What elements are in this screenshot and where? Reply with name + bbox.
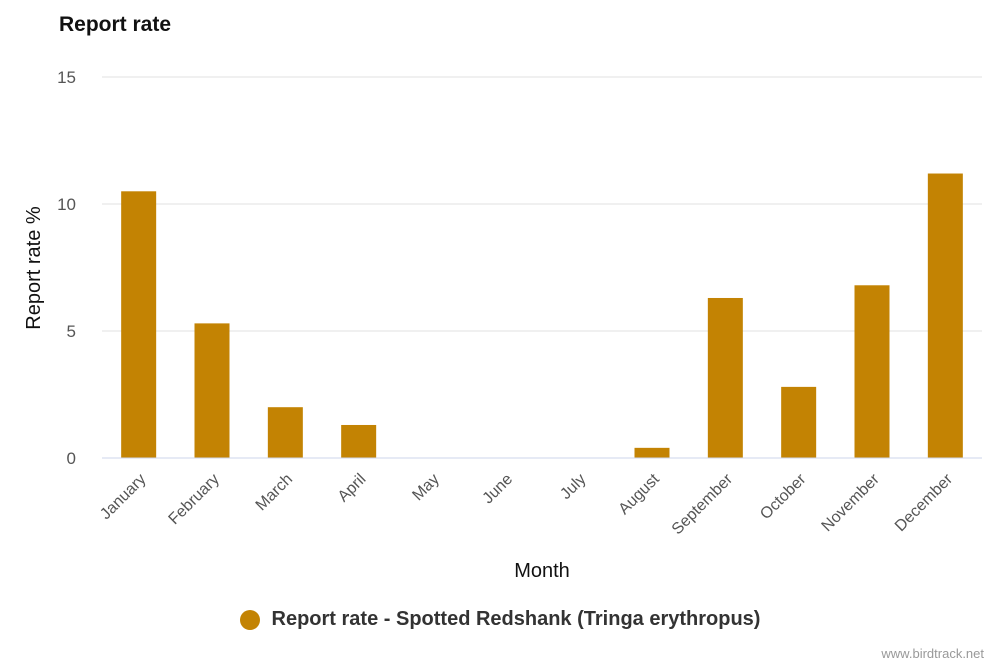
legend-marker-icon xyxy=(239,609,260,630)
bar-march[interactable] xyxy=(267,407,303,458)
x-tick-label: April xyxy=(335,471,370,506)
y-tick-label: 15 xyxy=(57,68,76,87)
bar-october[interactable] xyxy=(781,386,817,458)
y-tick-label: 0 xyxy=(67,449,76,468)
bar-september[interactable] xyxy=(707,297,743,458)
x-tick-label: February xyxy=(166,471,223,528)
y-axis-ticks: 0 5 10 15 xyxy=(57,68,76,468)
x-axis-label: Month xyxy=(514,560,570,582)
x-tick-label: October xyxy=(757,470,810,523)
bar-april[interactable] xyxy=(341,424,377,458)
x-tick-label: June xyxy=(480,471,517,508)
bar-august[interactable] xyxy=(634,447,670,458)
x-tick-label: January xyxy=(97,471,149,523)
bar-january[interactable] xyxy=(121,191,157,459)
bars xyxy=(121,173,963,459)
x-tick-label: September xyxy=(669,470,737,538)
x-tick-label: July xyxy=(557,471,589,503)
x-axis-ticks: January February March April May June July Augu… xyxy=(97,470,956,538)
bar-february[interactable] xyxy=(194,323,230,458)
legend-label: Report rate - Spotted Redshank (Tringa e… xyxy=(271,608,761,630)
credit-link[interactable]: www.birdtrack.net xyxy=(881,646,984,661)
y-tick-label: 5 xyxy=(67,322,76,341)
bar-november[interactable] xyxy=(854,285,890,458)
grid-lines xyxy=(102,76,982,332)
x-tick-label: March xyxy=(253,471,296,514)
chart-title: Report rate xyxy=(59,13,172,36)
x-tick-label: November xyxy=(819,470,884,535)
x-tick-label: August xyxy=(616,470,664,518)
x-tick-label: December xyxy=(892,470,957,535)
x-tick-label: May xyxy=(409,471,442,504)
y-tick-label: 10 xyxy=(57,195,76,214)
legend[interactable]: Report rate - Spotted Redshank (Tringa e… xyxy=(0,608,1000,631)
bar-december[interactable] xyxy=(927,173,963,458)
y-axis-label: Report rate % xyxy=(23,206,45,330)
